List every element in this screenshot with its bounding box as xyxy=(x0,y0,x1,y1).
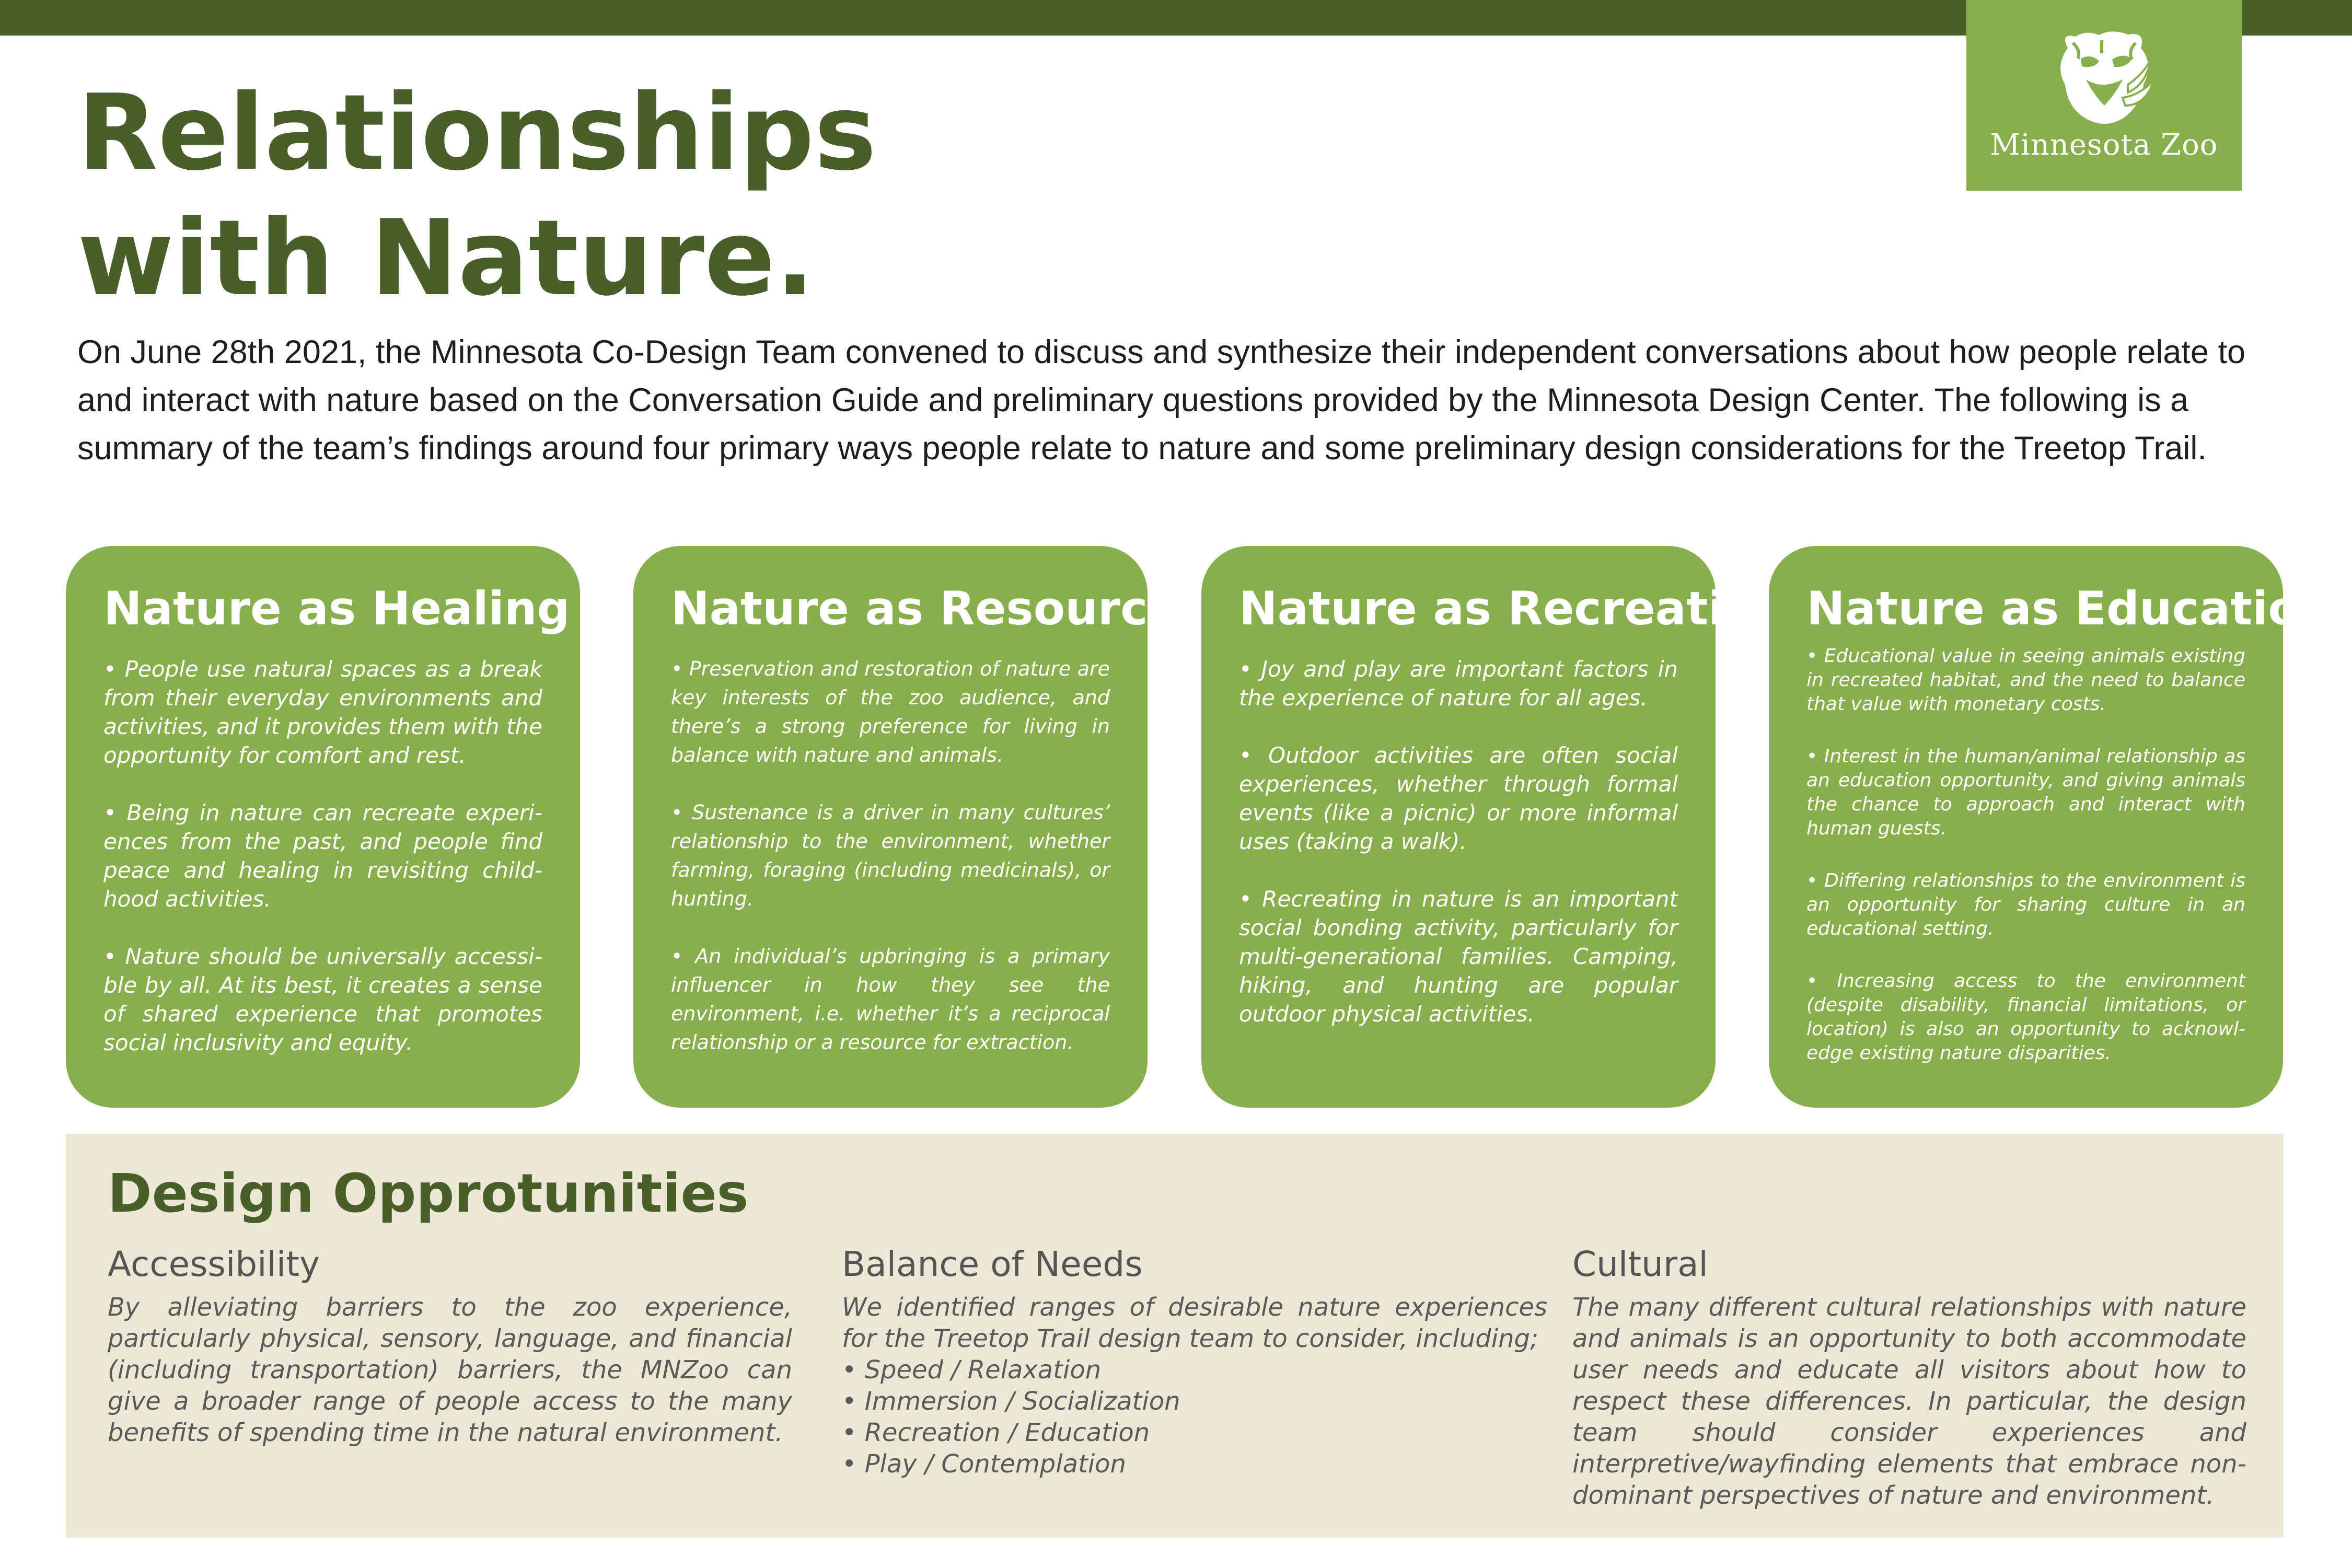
balance-title: Balance of Needs xyxy=(842,1244,1143,1284)
card-point: • Joy and play are important factors in … xyxy=(1239,656,1678,711)
list-item: • Recreation / Education xyxy=(842,1418,1150,1447)
card-nature-as-healing: Nature as Healing • People use natural s… xyxy=(66,546,580,1108)
tiger-leaves-logo-icon xyxy=(2060,31,2155,124)
cultural-column: Cultural The many different cultural rel… xyxy=(1572,1244,2246,1511)
list-item: • Immersion / Socialization xyxy=(842,1387,1180,1416)
list-item: • Play / Contemplation xyxy=(842,1449,1126,1479)
brand-logo: Minnesota Zoo xyxy=(1966,0,2242,191)
card-point: • People use natural spaces as a break f… xyxy=(103,656,542,768)
card-point: • Educational value in seeing animals ex… xyxy=(1806,645,2245,715)
card-point: • Sustenance is a driver in many culture… xyxy=(671,801,1110,910)
list-item: • Speed / Relaxation xyxy=(842,1355,1102,1385)
card-point: • An individual’s upbringing is a primar… xyxy=(671,945,1110,1054)
card-point: • Nature should be universally accessi­b… xyxy=(103,944,542,1055)
card-point: • Differing relationships to the environ… xyxy=(1806,870,2245,939)
cultural-title: Cultural xyxy=(1572,1244,1708,1284)
card-nature-as-education: Nature as Education • Educational value … xyxy=(1769,546,2333,1108)
card-title: Nature as Recreation xyxy=(1239,582,1789,635)
accessibility-column: Accessibility By alleviating barriers to… xyxy=(108,1244,792,1448)
card-point: • Increasing access to the environment (… xyxy=(1806,970,2245,1064)
card-nature-as-resource: Nature as Resource • Preservation and re… xyxy=(633,546,1179,1108)
card-point: • Being in nature can recreate experi­en… xyxy=(103,800,542,912)
card-title: Nature as Education xyxy=(1806,582,2333,635)
accessibility-title: Accessibility xyxy=(108,1244,320,1284)
balance-list: • Speed / Relaxation • Immersion / Socia… xyxy=(842,1354,1547,1480)
cultural-text: The many different cultural relationship… xyxy=(1572,1293,2246,1510)
title-line-2: with Nature. xyxy=(77,198,815,319)
design-opportunities-panel: Design Opprotunities Accessibility By al… xyxy=(66,1134,2284,1538)
balance-of-needs-column: Balance of Needs We identified ranges of… xyxy=(842,1244,1547,1480)
intro-paragraph: On June 28th 2021, the Minnesota Co-Desi… xyxy=(77,334,2246,467)
page-title: Relationships with Nature. xyxy=(77,71,876,321)
card-point: • Interest in the human/animal relations… xyxy=(1806,746,2245,839)
brand-name: Minnesota Zoo xyxy=(1990,128,2218,162)
title-line-1: Relationships xyxy=(77,72,877,194)
card-point: • Outdoor activities are often social ex… xyxy=(1239,742,1678,854)
card-nature-as-recreation: Nature as Recreation • Joy and play are … xyxy=(1201,546,1789,1108)
accessibility-text: By alleviating barriers to the zoo exper… xyxy=(108,1293,792,1447)
card-point: • Recreating in nature is an important s… xyxy=(1239,886,1678,1027)
design-heading: Design Opprotunities xyxy=(108,1163,749,1225)
card-point: • Preservation and restoration of nature… xyxy=(671,657,1110,766)
top-banner-bar xyxy=(0,0,2352,36)
balance-intro: We identified ranges of desirable nature… xyxy=(842,1293,1547,1353)
card-title: Nature as Healing xyxy=(103,582,570,635)
card-title: Nature as Resource xyxy=(671,582,1179,635)
